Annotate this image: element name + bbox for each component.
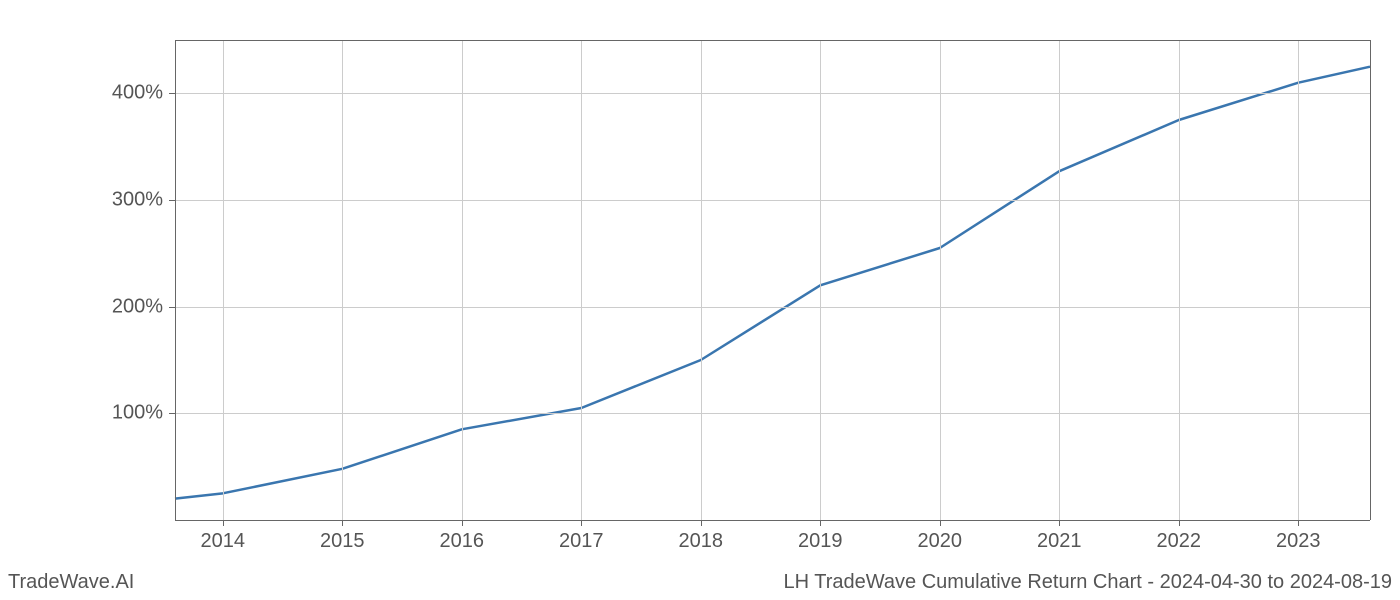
chart-container: TradeWave.AI LH TradeWave Cumulative Ret… (0, 0, 1400, 600)
x-tick-label: 2020 (918, 530, 963, 553)
grid-v (1059, 40, 1060, 520)
x-tick-label: 2021 (1037, 530, 1082, 553)
axis-spine-right (1370, 40, 1371, 520)
grid-v (462, 40, 463, 520)
axis-spine-top (175, 40, 1370, 41)
grid-v (1179, 40, 1180, 520)
axis-spine-left (175, 40, 176, 520)
grid-h (175, 200, 1370, 201)
y-tick-label: 300% (105, 189, 163, 212)
grid-h (175, 93, 1370, 94)
x-tick-mark (940, 520, 941, 526)
x-tick-mark (581, 520, 582, 526)
x-tick-mark (342, 520, 343, 526)
grid-v (940, 40, 941, 520)
footer-right-text: LH TradeWave Cumulative Return Chart - 2… (784, 571, 1392, 594)
grid-h (175, 413, 1370, 414)
x-tick-mark (701, 520, 702, 526)
x-tick-label: 2023 (1276, 530, 1321, 553)
series-line-cumulative_return (175, 67, 1370, 499)
x-tick-label: 2018 (679, 530, 724, 553)
axis-spine-bottom (175, 520, 1370, 521)
y-tick-mark (169, 307, 175, 308)
x-tick-label: 2014 (201, 530, 246, 553)
grid-v (1298, 40, 1299, 520)
x-tick-mark (1179, 520, 1180, 526)
x-tick-label: 2022 (1157, 530, 1202, 553)
x-tick-label: 2019 (798, 530, 843, 553)
y-tick-mark (169, 413, 175, 414)
line-chart-svg (175, 40, 1370, 520)
footer-left-text: TradeWave.AI (8, 571, 134, 594)
x-tick-label: 2016 (440, 530, 485, 553)
grid-v (342, 40, 343, 520)
x-tick-mark (223, 520, 224, 526)
x-tick-mark (1298, 520, 1299, 526)
grid-h (175, 307, 1370, 308)
plot-area (175, 40, 1370, 520)
y-tick-mark (169, 93, 175, 94)
y-tick-mark (169, 200, 175, 201)
y-tick-label: 200% (105, 295, 163, 318)
grid-v (581, 40, 582, 520)
grid-v (701, 40, 702, 520)
y-tick-label: 400% (105, 82, 163, 105)
grid-v (223, 40, 224, 520)
y-tick-label: 100% (105, 402, 163, 425)
grid-v (820, 40, 821, 520)
x-tick-label: 2017 (559, 530, 604, 553)
x-tick-mark (462, 520, 463, 526)
x-tick-mark (820, 520, 821, 526)
x-tick-mark (1059, 520, 1060, 526)
x-tick-label: 2015 (320, 530, 365, 553)
